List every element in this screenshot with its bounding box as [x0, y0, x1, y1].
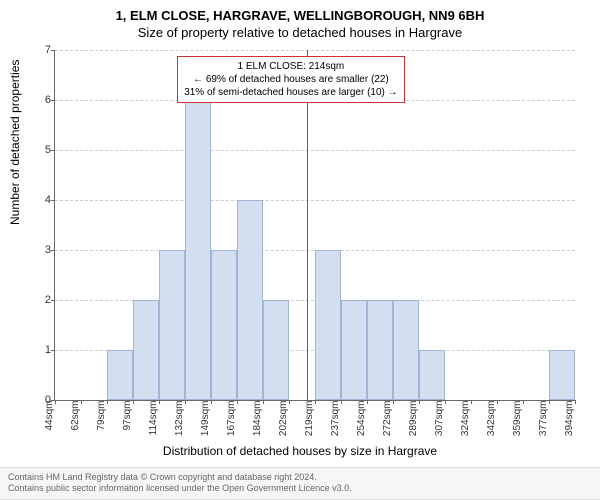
xtick-mark: [471, 400, 472, 404]
xtick-mark: [445, 400, 446, 404]
footer-line-1: Contains HM Land Registry data © Crown c…: [8, 472, 600, 484]
chart-plot-area: 0123456744sqm62sqm79sqm97sqm114sqm132sqm…: [54, 50, 575, 401]
histogram-bar: [263, 300, 289, 400]
xtick-label: 324sqm: [460, 401, 471, 437]
histogram-bar: [341, 300, 367, 400]
histogram-bar: [367, 300, 393, 400]
xtick-mark: [55, 400, 56, 404]
xtick-label: 272sqm: [382, 401, 393, 437]
xtick-label: 289sqm: [408, 401, 419, 437]
xtick-mark: [237, 400, 238, 404]
xtick-label: 219sqm: [304, 401, 315, 437]
histogram-bar: [237, 200, 263, 400]
xtick-label: 377sqm: [538, 401, 549, 437]
xtick-mark: [159, 400, 160, 404]
y-axis-label: Number of detached properties: [8, 60, 22, 225]
page-title: 1, ELM CLOSE, HARGRAVE, WELLINGBOROUGH, …: [0, 0, 600, 23]
ytick-label: 6: [33, 94, 51, 106]
ytick-mark: [51, 150, 55, 151]
ytick-mark: [51, 350, 55, 351]
grid-line: [55, 150, 575, 151]
xtick-mark: [419, 400, 420, 404]
xtick-label: 114sqm: [148, 401, 159, 436]
xtick-mark: [211, 400, 212, 404]
xtick-label: 44sqm: [44, 401, 55, 431]
xtick-mark: [549, 400, 550, 404]
histogram-bar: [107, 350, 133, 400]
ytick-mark: [51, 100, 55, 101]
page-subtitle: Size of property relative to detached ho…: [0, 23, 600, 44]
footer-line-2: Contains public sector information licen…: [8, 483, 600, 495]
xtick-label: 167sqm: [226, 401, 237, 437]
xtick-mark: [575, 400, 576, 404]
xtick-mark: [315, 400, 316, 404]
histogram-bar: [315, 250, 341, 400]
xtick-label: 97sqm: [122, 401, 133, 431]
ytick-label: 2: [33, 294, 51, 306]
xtick-mark: [81, 400, 82, 404]
xtick-mark: [107, 400, 108, 404]
x-axis-label: Distribution of detached houses by size …: [0, 444, 600, 458]
ytick-label: 3: [33, 244, 51, 256]
xtick-label: 394sqm: [564, 401, 575, 437]
ytick-label: 7: [33, 44, 51, 56]
xtick-mark: [133, 400, 134, 404]
histogram-bar: [419, 350, 445, 400]
xtick-label: 149sqm: [200, 401, 211, 437]
xtick-mark: [367, 400, 368, 404]
histogram-bar: [159, 250, 185, 400]
xtick-label: 79sqm: [96, 401, 107, 431]
grid-line: [55, 200, 575, 201]
histogram-bar: [185, 100, 211, 400]
xtick-label: 62sqm: [70, 401, 81, 431]
annotation-line: 31% of semi-detached houses are larger (…: [184, 86, 397, 99]
ytick-label: 4: [33, 194, 51, 206]
xtick-mark: [497, 400, 498, 404]
xtick-mark: [523, 400, 524, 404]
histogram-bar: [549, 350, 575, 400]
xtick-mark: [393, 400, 394, 404]
annotation-line: 1 ELM CLOSE: 214sqm: [184, 60, 397, 73]
xtick-mark: [263, 400, 264, 404]
xtick-label: 342sqm: [486, 401, 497, 437]
ytick-mark: [51, 200, 55, 201]
grid-line: [55, 50, 575, 51]
ytick-mark: [51, 250, 55, 251]
annotation-line: ← 69% of detached houses are smaller (22…: [184, 73, 397, 86]
chart-container: 1, ELM CLOSE, HARGRAVE, WELLINGBOROUGH, …: [0, 0, 600, 500]
histogram-bar: [393, 300, 419, 400]
xtick-label: 359sqm: [512, 401, 523, 437]
ytick-mark: [51, 300, 55, 301]
xtick-mark: [341, 400, 342, 404]
xtick-mark: [185, 400, 186, 404]
xtick-label: 132sqm: [174, 401, 185, 437]
xtick-label: 254sqm: [356, 401, 367, 437]
ytick-label: 1: [33, 344, 51, 356]
xtick-mark: [289, 400, 290, 404]
xtick-label: 184sqm: [252, 401, 263, 437]
ytick-mark: [51, 50, 55, 51]
xtick-label: 202sqm: [278, 401, 289, 437]
xtick-label: 307sqm: [434, 401, 445, 437]
annotation-box: 1 ELM CLOSE: 214sqm← 69% of detached hou…: [177, 56, 404, 103]
xtick-label: 237sqm: [330, 401, 341, 437]
attribution-footer: Contains HM Land Registry data © Crown c…: [0, 467, 600, 500]
histogram-bar: [211, 250, 237, 400]
histogram-bar: [133, 300, 159, 400]
ytick-label: 5: [33, 144, 51, 156]
